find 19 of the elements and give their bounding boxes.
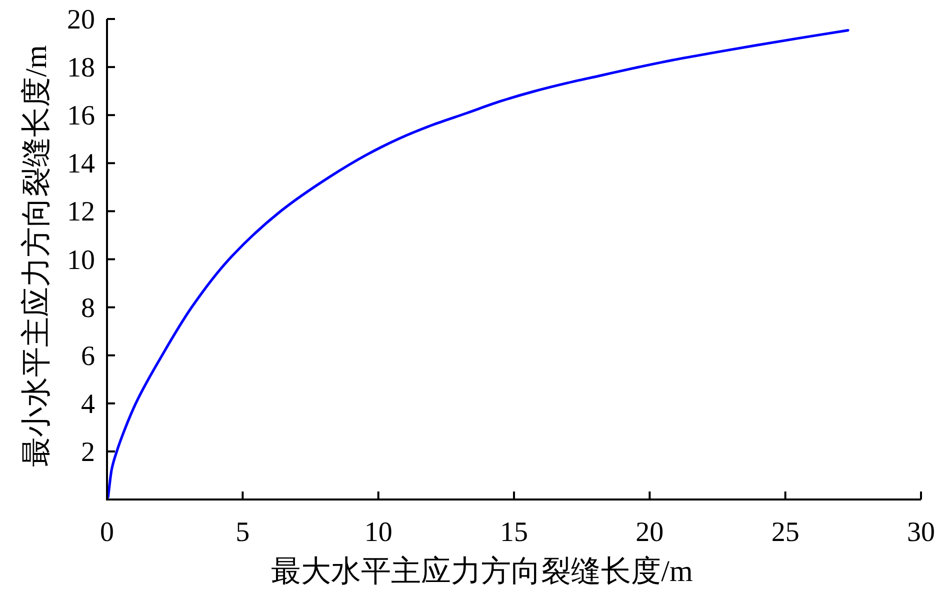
x-axis-title: 最大水平主应力方向裂缝长度/m [271, 555, 693, 588]
x-tick-label: 20 [636, 517, 664, 548]
y-tick-label: 8 [81, 292, 95, 324]
x-tick-label: 5 [236, 517, 250, 548]
y-axis-title: 最小水平主应力方向裂缝长度/m [20, 45, 53, 467]
y-tick-label: 16 [67, 100, 95, 132]
y-tick-label: 10 [67, 244, 95, 276]
y-tick-label: 2 [81, 436, 95, 468]
y-tick-label: 6 [81, 340, 95, 372]
x-tick-label: 25 [771, 517, 800, 548]
x-tick-label: 30 [907, 517, 935, 548]
y-tick-label: 4 [81, 388, 95, 420]
y-tick-label: 20 [67, 4, 95, 36]
y-tick-label: 12 [67, 196, 95, 228]
x-tick-label: 10 [364, 517, 392, 548]
x-tick-label: 0 [100, 517, 114, 548]
x-tick-label: 15 [500, 517, 528, 548]
y-tick-label: 14 [67, 148, 95, 180]
y-tick-label: 18 [67, 52, 95, 84]
